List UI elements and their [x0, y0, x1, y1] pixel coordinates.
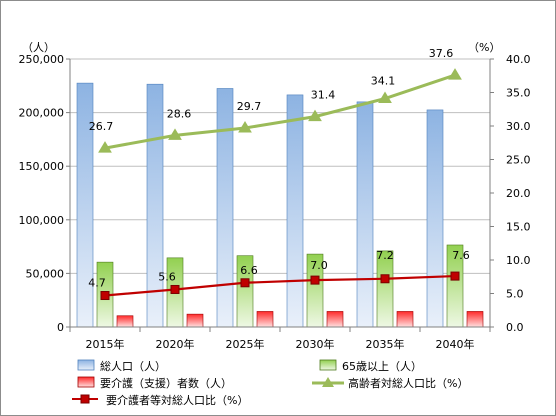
- right-axis-tick-label: 10.0: [506, 254, 531, 267]
- data-label: 29.7: [237, 100, 262, 113]
- right-axis-tick-label: 20.0: [506, 187, 531, 200]
- bar: [286, 94, 304, 328]
- legend-label: 総人口（人）: [100, 359, 166, 373]
- legend-swatch: [319, 359, 337, 371]
- square-marker: [380, 274, 390, 284]
- data-label: 31.4: [311, 89, 336, 102]
- legend-swatch: [77, 376, 95, 388]
- data-label: 5.6: [158, 270, 176, 283]
- left-axis-unit: （人）: [22, 41, 55, 54]
- square-marker: [100, 291, 110, 301]
- x-axis-tick-label: 2030年: [296, 337, 335, 351]
- bar: [186, 313, 204, 328]
- bar: [376, 250, 394, 328]
- right-axis-tick-label: 0.0: [506, 321, 524, 334]
- left-axis-tick-label: 0: [57, 321, 64, 334]
- bar: [116, 315, 134, 328]
- square-marker: [240, 278, 250, 288]
- x-axis-tick-label: 2020年: [156, 337, 195, 351]
- triangle-marker: [238, 121, 252, 133]
- legend-triangle-marker: [322, 377, 334, 387]
- right-axis-tick-label: 30.0: [506, 120, 531, 133]
- bar: [396, 311, 414, 328]
- data-label: 7.6: [452, 249, 470, 262]
- data-label: 37.6: [429, 47, 454, 60]
- triangle-marker: [308, 109, 322, 122]
- left-axis-tick-label: 50,000: [26, 267, 65, 280]
- data-label: 34.1: [371, 75, 396, 88]
- x-axis-tick-label: 2040年: [436, 337, 475, 351]
- right-axis-tick-label: 35.0: [506, 87, 531, 100]
- legend-label: 要介護者等対総人口比（%）: [106, 393, 248, 407]
- legend-label: 高齢者対総人口比（%）: [348, 376, 468, 390]
- x-axis-tick-label: 2015年: [86, 337, 125, 351]
- series-line: [104, 73, 456, 150]
- left-axis-tick-label: 200,000: [19, 107, 65, 120]
- x-axis-tick-label: 2025年: [226, 337, 265, 351]
- triangle-marker: [448, 68, 462, 80]
- legend-label: 65歳以上（人）: [342, 360, 422, 373]
- data-label: 7.2: [376, 249, 394, 262]
- triangle-marker: [168, 128, 182, 140]
- series-line: [104, 274, 456, 297]
- left-axis-tick-label: 100,000: [19, 214, 65, 227]
- square-marker: [170, 284, 180, 294]
- right-axis-tick-label: 25.0: [506, 154, 531, 167]
- bar: [216, 88, 234, 328]
- x-axis-tick-label: 2035年: [366, 337, 405, 351]
- legend-swatch: [77, 359, 95, 371]
- right-axis-tick-label: 15.0: [506, 221, 531, 234]
- data-label: 7.0: [310, 259, 328, 272]
- bar: [356, 101, 374, 328]
- bar: [326, 311, 344, 328]
- bar: [256, 311, 274, 328]
- bar: [466, 311, 484, 328]
- right-axis-unit: （%）: [468, 41, 500, 54]
- left-axis-tick-label: 150,000: [19, 160, 65, 173]
- bar: [426, 109, 444, 328]
- legend-label: 要介護（支援）者数（人）: [100, 376, 232, 390]
- square-marker: [450, 271, 460, 281]
- data-label: 26.7: [89, 120, 114, 133]
- legend-square-marker: [80, 394, 90, 404]
- right-axis-tick-label: 5.0: [506, 288, 524, 301]
- triangle-marker: [98, 141, 112, 153]
- square-marker: [310, 275, 320, 285]
- right-axis-tick-label: 40.0: [506, 53, 531, 66]
- triangle-marker: [378, 91, 392, 104]
- left-axis-tick-label: 250,000: [19, 53, 65, 66]
- data-label: 4.7: [88, 277, 106, 290]
- data-label: 6.6: [240, 264, 258, 277]
- data-label: 28.6: [167, 107, 192, 120]
